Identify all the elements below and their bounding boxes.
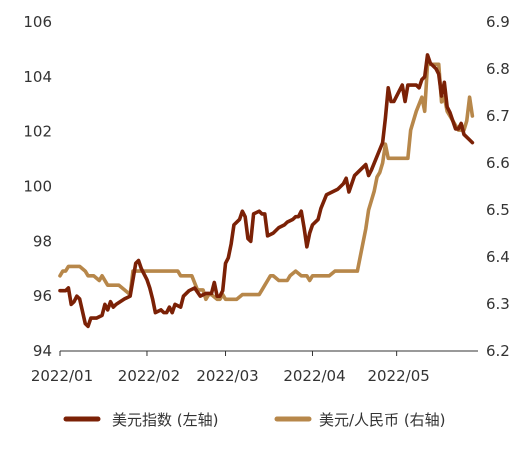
- right-axis-tick-label: 6.9: [486, 13, 510, 31]
- left-axis-tick-label: 98: [33, 232, 52, 250]
- x-axis-ticks: 2022/01 2022/02 2022/03 2022/04 2022/05: [31, 351, 430, 385]
- x-axis-tick-label: 2022/01: [31, 367, 93, 385]
- left-axis-tick-label: 94: [33, 342, 52, 360]
- left-axis-tick-label: 102: [23, 123, 52, 141]
- x-axis-tick-label: 2022/03: [196, 367, 258, 385]
- legend-label: 美元/人民币 (右轴): [319, 411, 446, 429]
- x-axis-tick-label: 2022/02: [118, 367, 180, 385]
- right-axis-tick-label: 6.4: [486, 248, 510, 266]
- series-line-dxy: [58, 53, 475, 329]
- x-axis-tick-label: 2022/04: [283, 367, 345, 385]
- right-axis-tick-label: 6.7: [486, 107, 510, 125]
- left-axis-tick-label: 106: [23, 13, 52, 31]
- left-axis-tick-label: 104: [23, 68, 52, 86]
- series-layer: [58, 53, 475, 329]
- legend-label: 美元指数 (左轴): [112, 411, 218, 429]
- right-axis-tick-label: 6.3: [486, 295, 510, 313]
- right-axis-tick-label: 6.5: [486, 201, 510, 219]
- x-axis-tick-label: 2022/05: [367, 367, 429, 385]
- right-axis-tick-label: 6.8: [486, 60, 510, 78]
- right-axis-ticks: 6.2 6.3 6.4 6.5 6.6 6.7 6.8 6.9: [486, 13, 510, 360]
- left-axis-tick-label: 100: [23, 178, 52, 196]
- series-line-usdcny: [58, 62, 475, 302]
- legend: 美元指数 (左轴) 美元/人民币 (右轴): [63, 411, 446, 429]
- right-axis-tick-label: 6.6: [486, 154, 510, 172]
- left-axis-tick-label: 96: [33, 287, 52, 305]
- left-axis-ticks: 94 96 98 100 102 104 106: [23, 13, 52, 360]
- right-axis-tick-label: 6.2: [486, 342, 510, 360]
